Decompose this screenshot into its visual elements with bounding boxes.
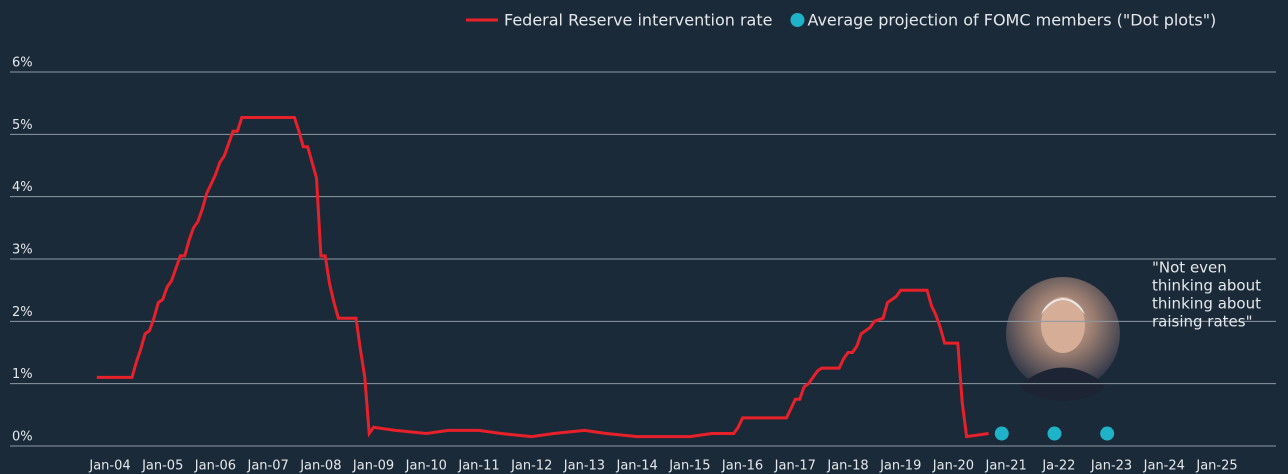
annotation: thinking about — [1152, 277, 1261, 295]
legend-label: Average projection of FOMC members ("Dot… — [807, 11, 1216, 30]
x-tick-label: Jan-06 — [194, 459, 236, 474]
x-tick-label: Jan-13 — [563, 459, 605, 474]
y-tick-label: 6% — [12, 56, 33, 71]
annotation: "Not even — [1152, 259, 1227, 277]
x-tick-label: Jan-04 — [88, 459, 130, 474]
x-tick-label: Jan-23 — [1090, 459, 1132, 474]
x-tick-label: Jan-11 — [457, 459, 499, 474]
y-tick-label: 5% — [12, 118, 33, 133]
y-tick-label: 3% — [12, 243, 33, 258]
annotation: raising rates" — [1152, 313, 1253, 331]
annotation: thinking about — [1152, 295, 1261, 313]
y-tick-label: 4% — [12, 180, 33, 195]
y-tick-label: 2% — [12, 305, 33, 320]
x-tick-label: Jan-14 — [616, 459, 658, 474]
photo — [1006, 277, 1120, 401]
x-tick-label: Jan-15 — [668, 459, 710, 474]
projection-dot — [994, 426, 1009, 441]
x-tick-label: Jan-24 — [1143, 459, 1185, 474]
y-tick-label: 1% — [12, 367, 33, 382]
x-tick-label: Jan-19 — [879, 459, 921, 474]
x-tick-label: Jan-25 — [1195, 459, 1237, 474]
x-tick-label: Jan-17 — [774, 459, 816, 474]
rate-line — [96, 116, 989, 439]
x-tick-label: Jan-12 — [510, 459, 552, 474]
x-tick-label: Jan-20 — [932, 459, 974, 474]
x-tick-label: Jan-08 — [299, 459, 341, 474]
x-tick-label: Jan-05 — [141, 459, 183, 474]
x-tick-label: Jan-10 — [405, 459, 447, 474]
x-tick-label: Ja-22 — [1041, 459, 1075, 474]
x-tick-label: Jan-18 — [826, 459, 868, 474]
projection-dot — [1100, 426, 1115, 441]
x-tick-label: Jan-07 — [247, 459, 289, 474]
legend-label: Federal Reserve intervention rate — [504, 11, 772, 30]
y-tick-label: 0% — [12, 430, 33, 445]
x-tick-label: Jan-09 — [352, 459, 394, 474]
x-tick-label: Jan-21 — [985, 459, 1027, 474]
legend-swatch — [790, 13, 805, 27]
projection-dot — [1047, 426, 1062, 441]
x-tick-label: Jan-16 — [721, 459, 763, 474]
